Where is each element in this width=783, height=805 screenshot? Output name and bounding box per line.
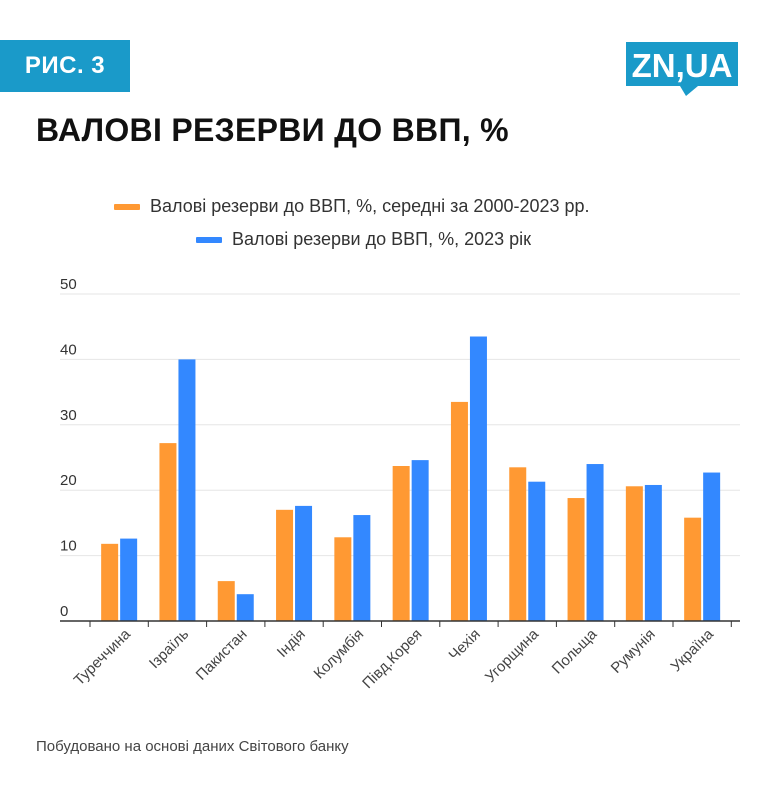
bar-2023 [703, 472, 721, 621]
x-tick-label: Чехія [446, 626, 484, 664]
bar-2023 [469, 336, 487, 621]
legend-entry-2023: Валові резерви до ВВП, %, 2023 рік [196, 229, 531, 250]
x-tick-label: Пакистан [193, 626, 251, 684]
bar-average [450, 401, 468, 621]
bar-average [509, 467, 527, 621]
x-tick-labels: Туреччина Ізраїль Пакистан Індія КолумбіяПів… [71, 625, 718, 692]
y-tick-label: 50 [60, 276, 77, 293]
legend-swatch-blue [196, 236, 222, 243]
bar-2023 [528, 481, 546, 621]
zn-ua-logo: ZN,UA [624, 40, 742, 103]
chart-title: ВАЛОВІ РЕЗЕРВИ ДО ВВП, % [36, 112, 509, 148]
x-tick-label: Півд.Корея [359, 626, 425, 692]
x-tick-label: Ізраїль [146, 626, 192, 672]
y-tick-labels: 0 10 20 30 40 50 [60, 276, 77, 620]
x-axis [60, 620, 740, 627]
bar-average [159, 443, 177, 621]
bar-2023 [295, 505, 313, 621]
y-tick-label: 40 [60, 341, 77, 358]
bar-average [276, 509, 294, 621]
bars [101, 336, 721, 621]
y-tick-label: 30 [60, 407, 77, 424]
bar-average [567, 498, 585, 621]
x-tick-label: Колумбія [311, 626, 368, 683]
legend-label-average: Валові резерви до ВВП, %, середні за 200… [150, 196, 590, 216]
source-note: Побудовано на основі даних Світового бан… [36, 738, 349, 755]
bar-average [101, 543, 119, 621]
figure-badge: РИС. 3 [0, 40, 130, 92]
bar-average [392, 466, 410, 621]
x-tick-label: Україна [668, 625, 718, 675]
bar-2023 [120, 538, 138, 621]
bar-2023 [178, 359, 196, 621]
logo-text: ZN,UA [632, 47, 733, 84]
y-tick-label: 20 [60, 472, 77, 489]
legend-swatch-orange [114, 203, 140, 210]
bar-2023 [586, 464, 604, 621]
bar-average [625, 486, 643, 621]
bar-average [684, 517, 702, 621]
x-tick-label: Індія [274, 626, 309, 661]
x-tick-label: Румунія [608, 626, 659, 677]
bar-2023 [411, 460, 429, 621]
bar-2023 [236, 594, 254, 621]
legend-entry-average: Валові резерви до ВВП, %, середні за 200… [114, 196, 590, 217]
figure-label: РИС. 3 [24, 52, 106, 79]
bar-2023 [353, 515, 371, 621]
bar-2023 [644, 484, 662, 621]
x-tick-label: Угорщина [482, 625, 543, 686]
y-tick-label: 10 [60, 538, 77, 555]
x-tick-label: Туреччина [71, 625, 135, 689]
x-tick-label: Польща [549, 625, 601, 677]
bar-average [217, 581, 235, 621]
y-tick-label: 0 [60, 603, 68, 620]
bar-average [334, 537, 352, 621]
legend-label-2023: Валові резерви до ВВП, %, 2023 рік [232, 229, 532, 249]
